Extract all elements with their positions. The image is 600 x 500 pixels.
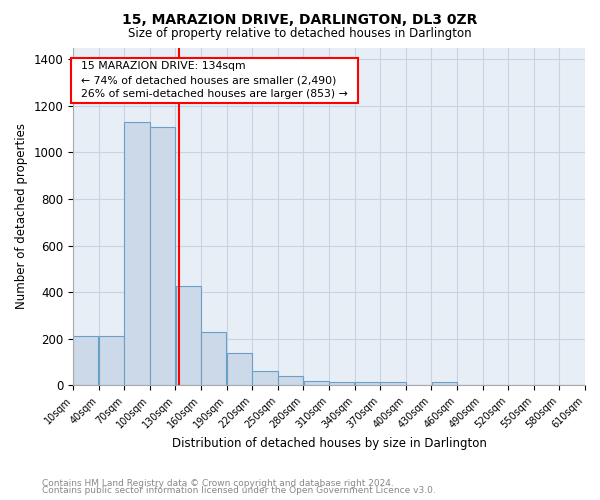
Bar <box>227 353 252 386</box>
Y-axis label: Number of detached properties: Number of detached properties <box>15 124 28 310</box>
Text: Contains public sector information licensed under the Open Government Licence v3: Contains public sector information licen… <box>42 486 436 495</box>
Bar <box>201 332 226 386</box>
Bar <box>124 122 149 386</box>
Bar <box>253 372 278 386</box>
Bar <box>99 336 124 386</box>
Bar <box>304 381 329 386</box>
Bar <box>380 382 406 386</box>
X-axis label: Distribution of detached houses by size in Darlington: Distribution of detached houses by size … <box>172 437 487 450</box>
Text: 15 MARAZION DRIVE: 134sqm  
  ← 74% of detached houses are smaller (2,490)  
  2: 15 MARAZION DRIVE: 134sqm ← 74% of detac… <box>74 62 355 100</box>
Bar <box>176 286 201 386</box>
Text: Contains HM Land Registry data © Crown copyright and database right 2024.: Contains HM Land Registry data © Crown c… <box>42 478 394 488</box>
Bar <box>278 376 303 386</box>
Bar <box>329 382 355 386</box>
Bar <box>73 336 98 386</box>
Text: 15, MARAZION DRIVE, DARLINGTON, DL3 0ZR: 15, MARAZION DRIVE, DARLINGTON, DL3 0ZR <box>122 12 478 26</box>
Text: Size of property relative to detached houses in Darlington: Size of property relative to detached ho… <box>128 28 472 40</box>
Bar <box>150 126 175 386</box>
Bar <box>355 382 380 386</box>
Bar <box>431 382 457 386</box>
